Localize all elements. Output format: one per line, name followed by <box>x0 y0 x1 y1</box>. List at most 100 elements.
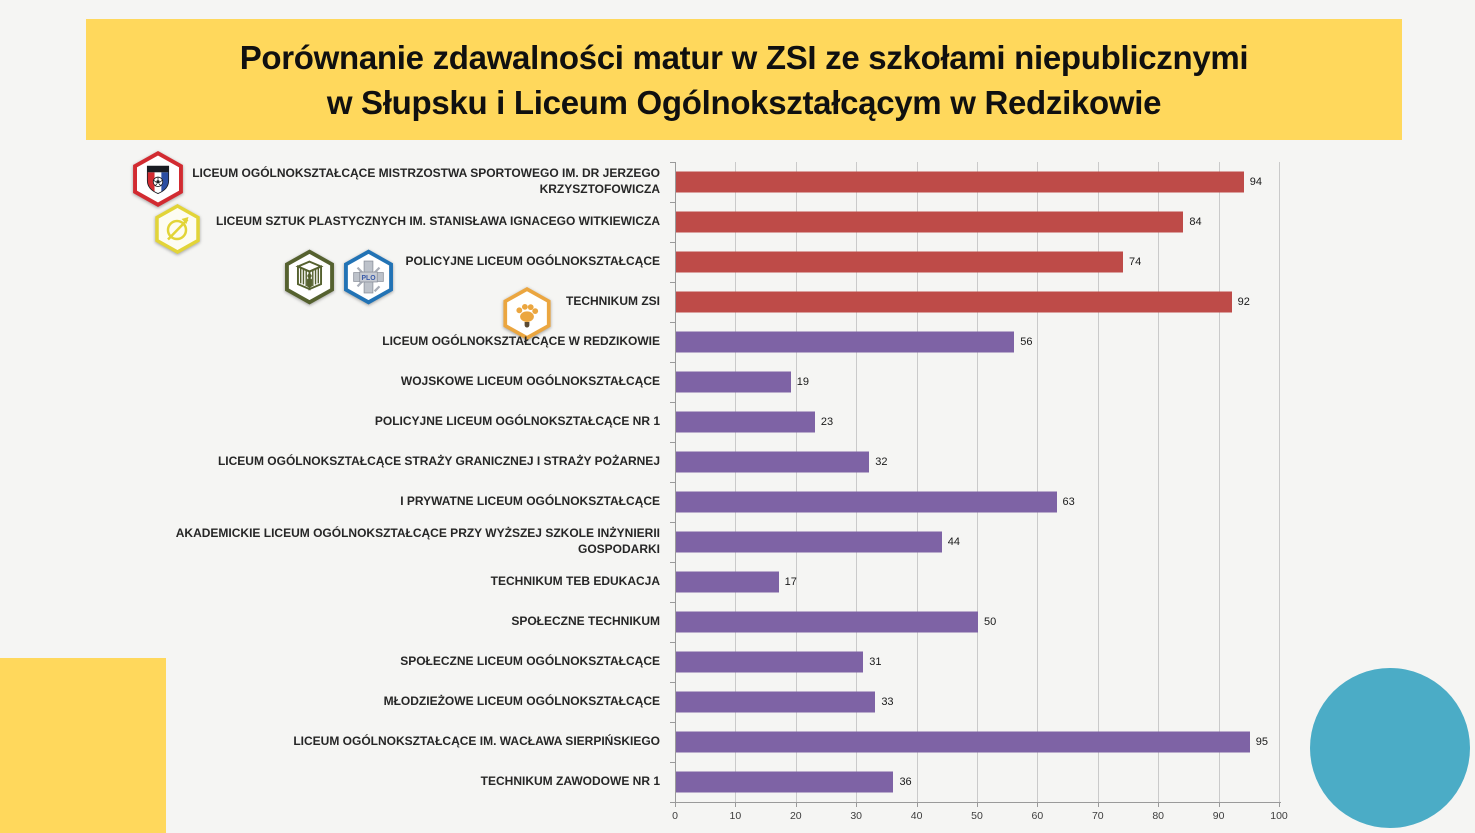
chart-row: WOJSKOWE LICEUM OGÓLNOKSZTAŁCĄCE 19 <box>0 362 1279 402</box>
bar-track: 92 <box>675 282 1279 322</box>
category-label: TECHNIKUM ZAWODOWE NR 1 <box>480 774 660 789</box>
bar <box>676 451 870 473</box>
y-tick-mark <box>670 162 675 163</box>
chart-row: TECHNIKUM ZAWODOWE NR 1 36 <box>0 762 1279 802</box>
y-axis-ticks <box>670 162 675 803</box>
police-school-plo-crest-icon: PLO <box>341 249 396 305</box>
category-label: TECHNIKUM TEB EDUKACJA <box>490 574 660 589</box>
gridline <box>795 162 797 802</box>
x-tick-label: 20 <box>789 810 802 822</box>
bar <box>676 651 864 673</box>
y-tick-mark <box>670 682 675 683</box>
y-tick-mark <box>670 762 675 763</box>
category-label: POLICYJNE LICEUM OGÓLNOKSZTAŁCĄCE NR 1 <box>374 414 660 429</box>
bar-value-label: 32 <box>875 456 888 468</box>
chart-row: AKADEMICKIE LICEUM OGÓLNOKSZTAŁCĄCE PRZY… <box>0 522 1279 562</box>
y-tick-mark <box>670 802 675 803</box>
x-axis-line <box>671 802 1281 803</box>
y-tick-mark <box>670 602 675 603</box>
chart-row: LICEUM OGÓLNOKSZTAŁCĄCE STRAŻY GRANICZNE… <box>0 442 1279 482</box>
bar-track: 56 <box>675 322 1279 362</box>
plo-crest-text: PLO <box>361 275 376 282</box>
x-tick-label: 0 <box>672 810 678 822</box>
bar <box>676 211 1184 233</box>
gridline <box>735 162 737 802</box>
bar-value-label: 33 <box>881 696 894 708</box>
category-label: LICEUM OGÓLNOKSZTAŁCĄCE W REDZIKOWIE <box>382 334 660 349</box>
y-tick-mark <box>670 522 675 523</box>
bar-track: 74 <box>675 242 1279 282</box>
bar-value-label: 63 <box>1062 496 1075 508</box>
decor-yellow-square <box>0 658 166 833</box>
category-label: WOJSKOWE LICEUM OGÓLNOKSZTAŁCĄCE <box>400 374 660 389</box>
x-tick-mark <box>1158 802 1160 807</box>
bar-track: 84 <box>675 202 1279 242</box>
bar <box>676 331 1015 353</box>
decor-teal-circle <box>1310 668 1470 828</box>
bar <box>676 371 791 393</box>
bar-value-label: 23 <box>820 416 834 428</box>
bar-track: 36 <box>675 762 1279 802</box>
category-label: LICEUM OGÓLNOKSZTAŁCĄCE MISTRZOSTWA SPOR… <box>192 166 660 196</box>
football-school-crest-icon <box>130 151 186 207</box>
category-label: I PRYWATNE LICEUM OGÓLNOKSZTAŁCĄCE <box>400 494 660 509</box>
y-tick-mark <box>670 482 675 483</box>
page-title-line-1: Porównanie zdawalności matur w ZSI ze sz… <box>239 38 1249 76</box>
chart-row: POLICYJNE LICEUM OGÓLNOKSZTAŁCĄCE NR 1 2… <box>0 402 1279 442</box>
chart-row: SPOŁECZNE TECHNIKUM 50 <box>0 602 1279 642</box>
bar <box>676 691 876 713</box>
y-tick-mark <box>670 642 675 643</box>
chart-row: MŁODZIEŻOWE LICEUM OGÓLNOKSZTAŁCĄCE 33 <box>0 682 1279 722</box>
bar-track: 31 <box>675 642 1279 682</box>
bar <box>676 491 1057 513</box>
x-tick-label: 10 <box>729 810 742 822</box>
bar-value-label: 44 <box>947 536 960 548</box>
x-tick-mark <box>1097 802 1099 807</box>
gridline <box>1097 162 1099 802</box>
art-school-crest-icon <box>152 204 203 254</box>
prison-service-school-crest-icon <box>282 249 337 305</box>
bar <box>676 571 779 593</box>
bar-value-label: 36 <box>899 776 912 788</box>
chart-row: I PRYWATNE LICEUM OGÓLNOKSZTAŁCĄCE 63 <box>0 482 1279 522</box>
bar <box>676 251 1123 273</box>
bar <box>676 531 942 553</box>
x-tick-label: 100 <box>1270 810 1288 822</box>
x-tick-mark <box>735 802 737 807</box>
gridline <box>1279 162 1280 802</box>
bar-track: 19 <box>675 362 1279 402</box>
category-label: MŁODZIEŻOWE LICEUM OGÓLNOKSZTAŁCĄCE <box>383 694 660 709</box>
category-label: SPOŁECZNE LICEUM OGÓLNOKSZTAŁCĄCE <box>400 654 660 669</box>
bar-value-label: 74 <box>1128 256 1142 268</box>
category-label: LICEUM OGÓLNOKSZTAŁCĄCE STRAŻY GRANICZNE… <box>217 454 660 469</box>
y-tick-mark <box>670 722 675 723</box>
bar-track: 94 <box>675 162 1279 202</box>
category-label: LICEUM OGÓLNOKSZTAŁCĄCE IM. WACŁAWA SIER… <box>293 734 660 749</box>
gridline <box>916 162 918 802</box>
x-tick-label: 60 <box>1031 810 1044 822</box>
bar-track: 17 <box>675 562 1279 602</box>
bar-track: 63 <box>675 482 1279 522</box>
y-tick-mark <box>670 562 675 563</box>
chart-row: TECHNIKUM TEB EDUKACJA 17 <box>0 562 1279 602</box>
bar-value-label: 56 <box>1020 336 1033 348</box>
chart-rows: LICEUM OGÓLNOKSZTAŁCĄCE MISTRZOSTWA SPOR… <box>0 162 1279 802</box>
bar-track: 23 <box>675 402 1279 442</box>
chart-row: LICEUM OGÓLNOKSZTAŁCĄCE MISTRZOSTWA SPOR… <box>0 162 1279 202</box>
x-tick-label: 80 <box>1152 810 1165 822</box>
gridline <box>1158 162 1160 802</box>
category-label: TECHNIKUM ZSI <box>566 294 660 309</box>
bar-value-label: 19 <box>796 376 809 388</box>
chart-row: LICEUM SZTUK PLASTYCZNYCH IM. STANISŁAWA… <box>0 202 1279 242</box>
y-tick-mark <box>670 402 675 403</box>
y-tick-mark <box>670 362 675 363</box>
bar <box>676 771 894 793</box>
bar-value-label: 17 <box>784 576 797 588</box>
x-tick-mark <box>795 802 797 807</box>
x-tick-label: 30 <box>850 810 863 822</box>
category-label: LICEUM SZTUK PLASTYCZNYCH IM. STANISŁAWA… <box>216 214 660 229</box>
x-tick-mark <box>856 802 858 807</box>
category-label: AKADEMICKIE LICEUM OGÓLNOKSZTAŁCĄCE PRZY… <box>175 526 660 556</box>
bar-track: 95 <box>675 722 1279 762</box>
